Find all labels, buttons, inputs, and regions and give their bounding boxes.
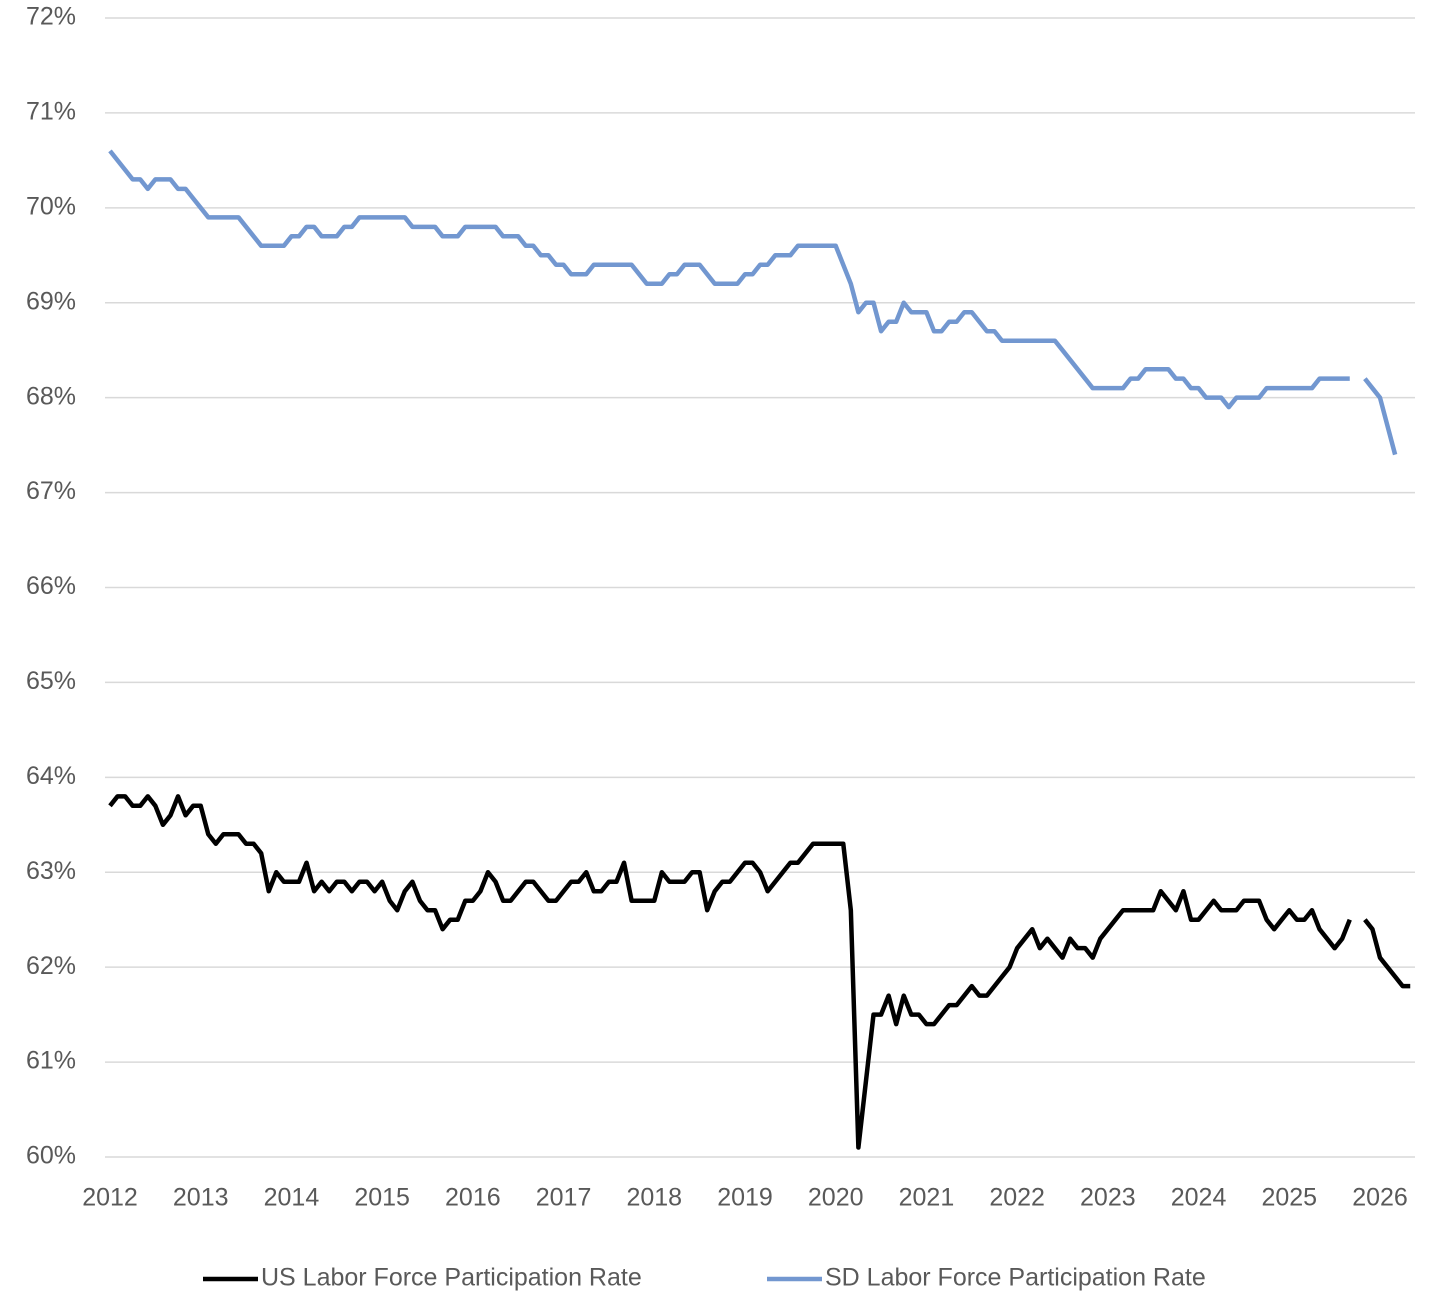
- series-line: [108, 149, 1350, 410]
- y-tick-label: 71%: [26, 98, 76, 126]
- x-tick-label: 2024: [1171, 1184, 1227, 1212]
- x-tick-label: 2022: [989, 1184, 1045, 1212]
- y-tick-label: 67%: [26, 477, 76, 505]
- y-tick-label: 68%: [26, 382, 76, 410]
- y-tick-label: 64%: [26, 762, 76, 790]
- x-tick-label: 2019: [717, 1184, 773, 1212]
- y-tick-label: 66%: [26, 572, 76, 600]
- y-tick-label: 69%: [26, 287, 76, 315]
- x-tick-label: 2018: [626, 1184, 682, 1212]
- x-tick-label: 2021: [899, 1184, 955, 1212]
- legend-label: SD Labor Force Participation Rate: [825, 1264, 1206, 1292]
- y-tick-label: 65%: [26, 667, 76, 695]
- x-tick-label: 2013: [173, 1184, 229, 1212]
- x-tick-label: 2015: [354, 1184, 410, 1212]
- x-tick-label: 2025: [1261, 1184, 1317, 1212]
- y-tick-label: 72%: [26, 3, 76, 31]
- x-tick-label: 2014: [264, 1184, 320, 1212]
- y-tick-label: 62%: [26, 952, 76, 980]
- y-tick-label: 61%: [26, 1047, 76, 1075]
- x-tick-label: 2012: [82, 1184, 138, 1212]
- series-line: [108, 794, 1352, 1150]
- x-tick-label: 2016: [445, 1184, 501, 1212]
- y-tick-label: 70%: [26, 192, 76, 220]
- series-line: [1363, 377, 1398, 456]
- x-tick-label: 2023: [1080, 1184, 1136, 1212]
- y-tick-label: 63%: [26, 857, 76, 885]
- x-tick-label: 2026: [1352, 1184, 1408, 1212]
- series-line: [1363, 918, 1411, 989]
- legend-label: US Labor Force Participation Rate: [261, 1264, 642, 1292]
- x-tick-label: 2020: [808, 1184, 864, 1212]
- x-tick-label: 2017: [536, 1184, 592, 1212]
- y-tick-label: 60%: [26, 1142, 76, 1170]
